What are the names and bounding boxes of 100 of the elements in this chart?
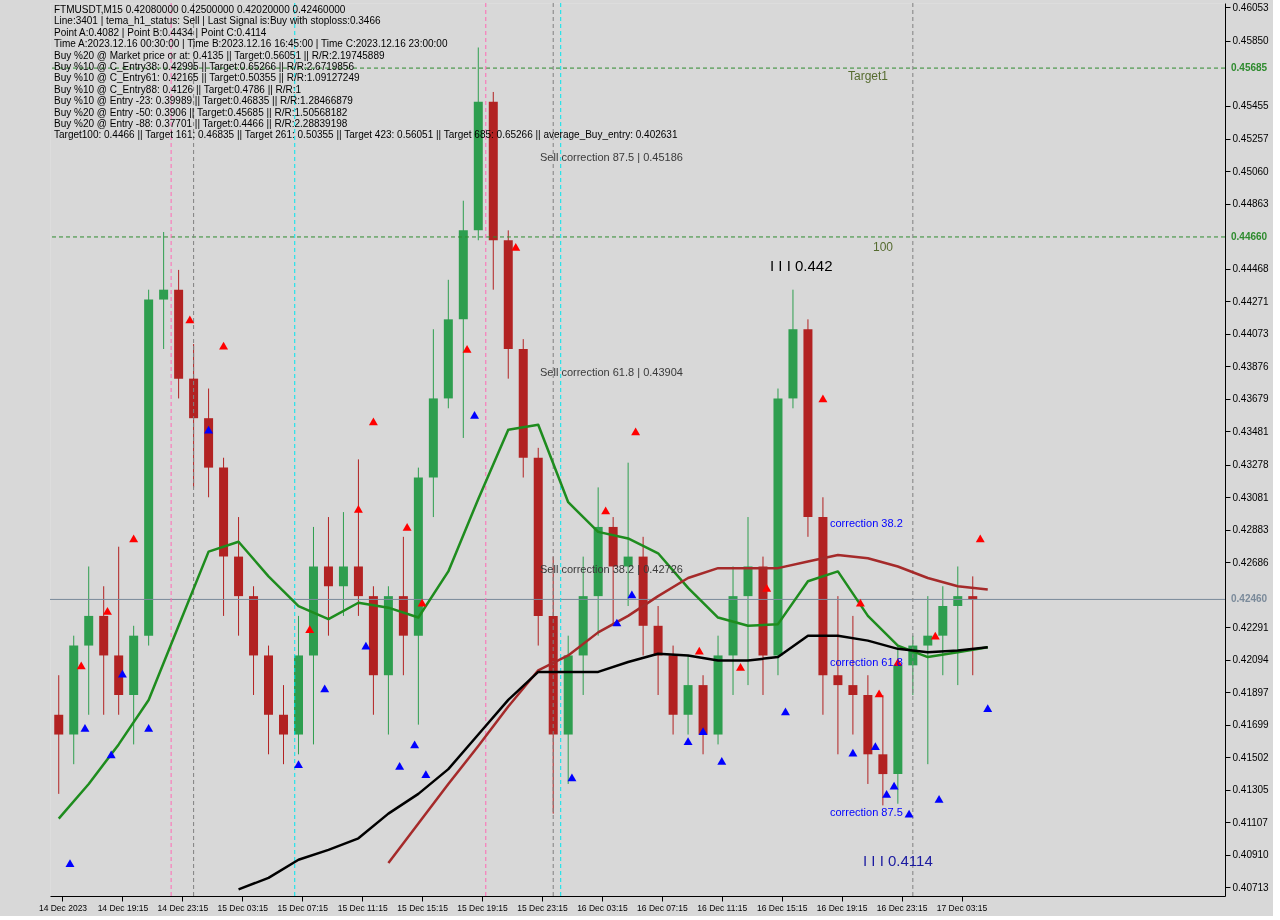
chart-title: FTMUSDT,M15 0.42080000 0.42500000 0.42020000 0.42460000 — [54, 4, 346, 15]
annotation: Sell correction 61.8 | 0.43904 — [540, 366, 683, 378]
y-tick-label: 0.44468 — [1232, 263, 1270, 275]
y-tick-label: 0.43679 — [1232, 393, 1270, 405]
point — [874, 689, 884, 698]
y-tick-label: 0.40910 — [1232, 849, 1270, 861]
point — [762, 584, 772, 592]
x-tick-label: 15 Dec 15:15 — [397, 902, 449, 913]
point — [511, 242, 521, 251]
point — [694, 646, 704, 655]
y-tick-label: 0.46053 — [1232, 1, 1270, 13]
ref-line-label: 0.42460 — [1231, 593, 1268, 605]
point — [567, 773, 577, 782]
ref-line-label: 0.44660 — [1231, 230, 1268, 242]
y-tick-label: 0.42686 — [1232, 556, 1270, 568]
x-tick-label: 16 Dec 11:15 — [697, 902, 748, 913]
point — [983, 704, 993, 713]
y-tick-label: 0.42094 — [1232, 654, 1270, 666]
candlestick — [323, 516, 333, 637]
x-tick-label: 16 Dec 19:15 — [816, 902, 868, 913]
point — [717, 757, 727, 765]
line-series — [57, 423, 989, 820]
y-tick-label: 0.42883 — [1232, 524, 1270, 536]
point — [320, 684, 330, 693]
point — [855, 598, 865, 607]
annotation: 100 — [873, 240, 894, 254]
point — [395, 761, 405, 770]
candlestick — [279, 684, 288, 765]
point — [698, 727, 708, 736]
y-tick-label: 0.43876 — [1232, 360, 1270, 372]
x-tick-label: 15 Dec 03:15 — [217, 902, 269, 913]
point — [848, 748, 858, 757]
point — [417, 598, 427, 607]
point — [204, 425, 214, 434]
point — [305, 625, 315, 633]
point — [736, 663, 745, 671]
point — [818, 394, 828, 403]
annotation: Point A:0.4082 | Point B:0.4434 | Point C:0.4114 — [54, 26, 267, 38]
annotation: Target1 — [848, 69, 889, 83]
y-tick-label: 0.44073 — [1232, 328, 1270, 340]
point — [470, 411, 480, 419]
point — [683, 737, 693, 745]
x-tick-label: 17 Dec 03:15 — [936, 902, 988, 913]
annotation: correction 38.2 — [830, 517, 903, 529]
annotation: Buy %10 @ Entry -23: 0.39989 || Target:0.46835 || R/R:1.28466879 — [54, 95, 354, 107]
point — [65, 859, 75, 867]
point — [294, 760, 303, 769]
x-tick-label: 15 Dec 07:15 — [277, 902, 329, 913]
y-tick-label: 0.45257 — [1232, 133, 1270, 145]
annotation: Line:3401 | tema_h1_status: Sell | Last Signal is:Buy with stoploss:0.3466 — [54, 15, 381, 27]
x-tick-label: 16 Dec 03:15 — [577, 902, 628, 913]
annotation: Sell correction 87.5 | 0.45186 — [540, 151, 683, 163]
x-tick-label: 15 Dec 19:15 — [457, 902, 509, 913]
candlestick — [159, 231, 169, 350]
point — [882, 789, 892, 798]
y-tick-label: 0.43081 — [1232, 491, 1270, 503]
x-tick-label: 14 Dec 23:15 — [157, 902, 209, 913]
annotation: Buy %10 @ C_Entry61: 0.42165 || Target:0.50355 || R/R:1.09127249 — [54, 72, 360, 84]
annotation: Buy %10 @ C_Entry88: 0.4126 || Target:0.4786 || R/R:1 — [54, 83, 302, 95]
y-tick-label: 0.42291 — [1232, 621, 1270, 633]
y-tick-label: 0.41699 — [1232, 719, 1270, 731]
point — [144, 724, 154, 732]
x-tick-label: 14 Dec 2023 — [38, 902, 88, 913]
point — [780, 707, 790, 716]
point — [185, 315, 195, 324]
annotation: I I I 0.4114 — [863, 852, 933, 869]
y-tick-label: 0.44863 — [1232, 198, 1270, 210]
annotation: Buy %10 @ C_Entry38: 0.42995 || Target:0.65266 || R/R:2.6719856 — [54, 61, 355, 72]
y-tick-label: 0.45850 — [1232, 35, 1270, 47]
annotation: Buy %20 @ Entry -88: 0.37701 || Target:0.4466 || R/R:2.28839198 — [54, 118, 348, 129]
point — [76, 661, 86, 670]
point — [934, 794, 944, 803]
candlestick — [338, 511, 348, 617]
candlestick — [54, 674, 64, 795]
line-series — [237, 634, 989, 891]
point — [410, 740, 420, 749]
line-series — [387, 553, 989, 865]
x-tick-label: 16 Dec 15:15 — [756, 902, 808, 913]
ref-line-label: 0.45685 — [1231, 62, 1268, 74]
point — [106, 750, 116, 759]
x-tick-label: 15 Dec 23:15 — [517, 902, 569, 913]
point — [870, 742, 880, 750]
point — [102, 607, 112, 615]
candlestick — [953, 565, 963, 686]
y-tick-label: 0.40713 — [1232, 881, 1270, 893]
y-tick-label: 0.45455 — [1232, 100, 1270, 112]
annotation: Buy %20 @ Entry -50: 0.3906 || Target:0.45685 || R/R:1.50568182 — [54, 106, 348, 118]
annotation: I I I 0.442 — [770, 257, 833, 274]
y-tick-label: 0.44271 — [1232, 295, 1270, 307]
y-tick-label: 0.43278 — [1232, 459, 1270, 471]
point — [402, 523, 412, 531]
point — [627, 590, 637, 599]
x-tick-label: 14 Dec 19:15 — [97, 902, 149, 913]
y-tick-label: 0.41305 — [1232, 784, 1270, 796]
y-tick-label: 0.41502 — [1232, 751, 1270, 763]
y-tick-label: 0.45060 — [1232, 165, 1270, 177]
point — [353, 504, 363, 513]
y-tick-label: 0.41107 — [1232, 816, 1269, 828]
annotation: correction 87.5 — [830, 806, 903, 818]
candlestick — [878, 694, 888, 806]
